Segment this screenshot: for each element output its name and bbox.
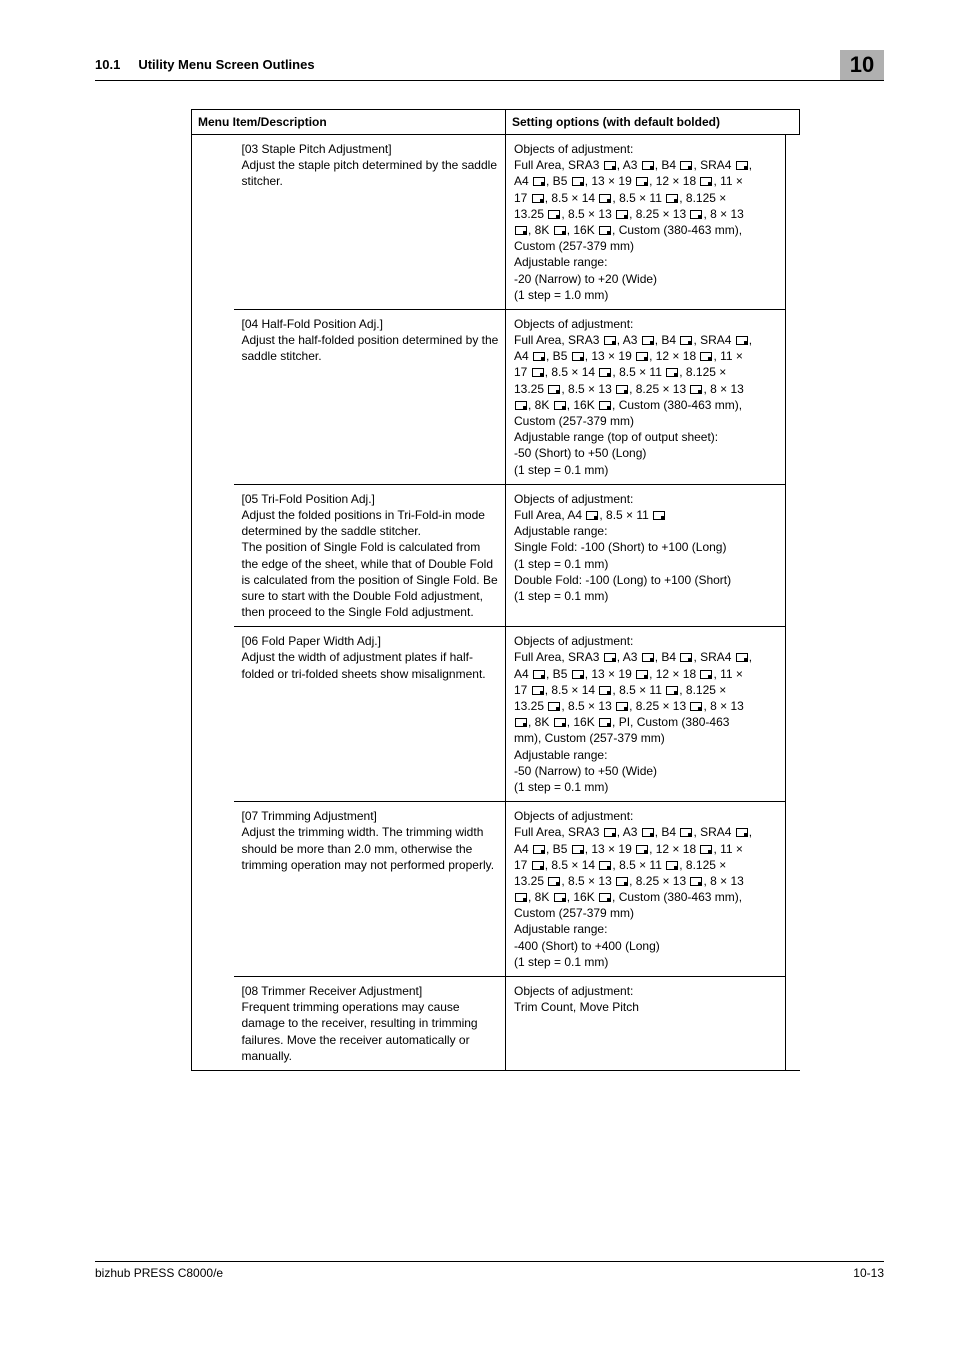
paper-orientation-icon — [642, 828, 654, 837]
paper-orientation-icon — [572, 670, 584, 679]
paper-orientation-icon — [690, 385, 702, 394]
menu-description-cell: [08 Trimmer Receiver Adjustment]Frequent… — [234, 977, 506, 1071]
paper-orientation-icon — [604, 161, 616, 170]
section-number: 10.1 — [95, 57, 120, 72]
paper-orientation-icon — [604, 828, 616, 837]
paper-orientation-icon — [636, 670, 648, 679]
paper-orientation-icon — [736, 653, 748, 662]
paper-orientation-icon — [666, 368, 678, 377]
paper-orientation-icon — [548, 702, 560, 711]
setting-options-cell: Objects of adjustment:Full Area, A4 , 8.… — [506, 484, 786, 627]
paper-orientation-icon — [533, 177, 545, 186]
paper-orientation-icon — [599, 861, 611, 870]
paper-orientation-icon — [700, 352, 712, 361]
paper-orientation-icon — [532, 861, 544, 870]
paper-orientation-icon — [642, 336, 654, 345]
page-header: 10.1 Utility Menu Screen Outlines 10 — [95, 50, 884, 81]
paper-orientation-icon — [599, 226, 611, 235]
paper-orientation-icon — [642, 161, 654, 170]
paper-orientation-icon — [736, 828, 748, 837]
paper-orientation-icon — [515, 226, 527, 235]
paper-orientation-icon — [554, 401, 566, 410]
paper-orientation-icon — [599, 686, 611, 695]
chapter-number-box: 10 — [840, 50, 884, 80]
paper-orientation-icon — [599, 893, 611, 902]
paper-orientation-icon — [700, 845, 712, 854]
page-footer: bizhub PRESS C8000/e 10-13 — [95, 1261, 884, 1280]
paper-orientation-icon — [533, 352, 545, 361]
table-row: [07 Trimming Adjustment]Adjust the trimm… — [192, 802, 800, 977]
paper-orientation-icon — [616, 210, 628, 219]
col-menu-desc: Menu Item/Description — [192, 110, 506, 135]
paper-orientation-icon — [572, 177, 584, 186]
paper-orientation-icon — [533, 845, 545, 854]
paper-orientation-icon — [515, 893, 527, 902]
paper-orientation-icon — [604, 653, 616, 662]
paper-orientation-icon — [680, 828, 692, 837]
paper-orientation-icon — [599, 194, 611, 203]
footer-product: bizhub PRESS C8000/e — [95, 1266, 223, 1280]
paper-orientation-icon — [599, 401, 611, 410]
setting-options-cell: Objects of adjustment:Full Area, SRA3 , … — [506, 627, 786, 802]
paper-orientation-icon — [700, 177, 712, 186]
paper-orientation-icon — [515, 401, 527, 410]
paper-orientation-icon — [736, 161, 748, 170]
paper-orientation-icon — [666, 861, 678, 870]
paper-orientation-icon — [533, 670, 545, 679]
paper-orientation-icon — [700, 670, 712, 679]
paper-orientation-icon — [554, 893, 566, 902]
col-setting: Setting options (with default bolded) — [506, 110, 786, 135]
paper-orientation-icon — [636, 177, 648, 186]
table-header-row: Menu Item/Description Setting options (w… — [192, 110, 800, 135]
setting-options-cell: Objects of adjustment:Full Area, SRA3 , … — [506, 309, 786, 484]
paper-orientation-icon — [515, 718, 527, 727]
paper-orientation-icon — [616, 877, 628, 886]
setting-options-cell: Objects of adjustment:Trim Count, Move P… — [506, 977, 786, 1071]
table-row: [04 Half-Fold Position Adj.]Adjust the h… — [192, 309, 800, 484]
settings-table: Menu Item/Description Setting options (w… — [191, 109, 800, 1071]
paper-orientation-icon — [532, 368, 544, 377]
paper-orientation-icon — [586, 511, 598, 520]
paper-orientation-icon — [690, 877, 702, 886]
paper-orientation-icon — [680, 336, 692, 345]
paper-orientation-icon — [548, 385, 560, 394]
paper-orientation-icon — [666, 686, 678, 695]
paper-orientation-icon — [680, 653, 692, 662]
paper-orientation-icon — [599, 718, 611, 727]
table-row: [03 Staple Pitch Adjustment]Adjust the s… — [192, 135, 800, 310]
paper-orientation-icon — [690, 702, 702, 711]
paper-orientation-icon — [554, 718, 566, 727]
paper-orientation-icon — [532, 194, 544, 203]
footer-page: 10-13 — [853, 1266, 884, 1280]
paper-orientation-icon — [616, 702, 628, 711]
paper-orientation-icon — [636, 352, 648, 361]
paper-orientation-icon — [572, 845, 584, 854]
menu-description-cell: [07 Trimming Adjustment]Adjust the trimm… — [234, 802, 506, 977]
menu-description-cell: [04 Half-Fold Position Adj.]Adjust the h… — [234, 309, 506, 484]
paper-orientation-icon — [653, 511, 665, 520]
section-title: Utility Menu Screen Outlines — [138, 57, 840, 72]
paper-orientation-icon — [572, 352, 584, 361]
paper-orientation-icon — [642, 653, 654, 662]
paper-orientation-icon — [680, 161, 692, 170]
setting-options-cell: Objects of adjustment:Full Area, SRA3 , … — [506, 802, 786, 977]
paper-orientation-icon — [636, 845, 648, 854]
menu-description-cell: [03 Staple Pitch Adjustment]Adjust the s… — [234, 135, 506, 310]
paper-orientation-icon — [604, 336, 616, 345]
menu-description-cell: [05 Tri-Fold Position Adj.]Adjust the fo… — [234, 484, 506, 627]
table-row: [06 Fold Paper Width Adj.]Adjust the wid… — [192, 627, 800, 802]
paper-orientation-icon — [599, 368, 611, 377]
paper-orientation-icon — [548, 877, 560, 886]
paper-orientation-icon — [690, 210, 702, 219]
paper-orientation-icon — [548, 210, 560, 219]
table-row: [08 Trimmer Receiver Adjustment]Frequent… — [192, 977, 800, 1071]
paper-orientation-icon — [736, 336, 748, 345]
paper-orientation-icon — [532, 686, 544, 695]
table-row: [05 Tri-Fold Position Adj.]Adjust the fo… — [192, 484, 800, 627]
menu-description-cell: [06 Fold Paper Width Adj.]Adjust the wid… — [234, 627, 506, 802]
setting-options-cell: Objects of adjustment:Full Area, SRA3 , … — [506, 135, 786, 310]
paper-orientation-icon — [554, 226, 566, 235]
paper-orientation-icon — [666, 194, 678, 203]
paper-orientation-icon — [616, 385, 628, 394]
